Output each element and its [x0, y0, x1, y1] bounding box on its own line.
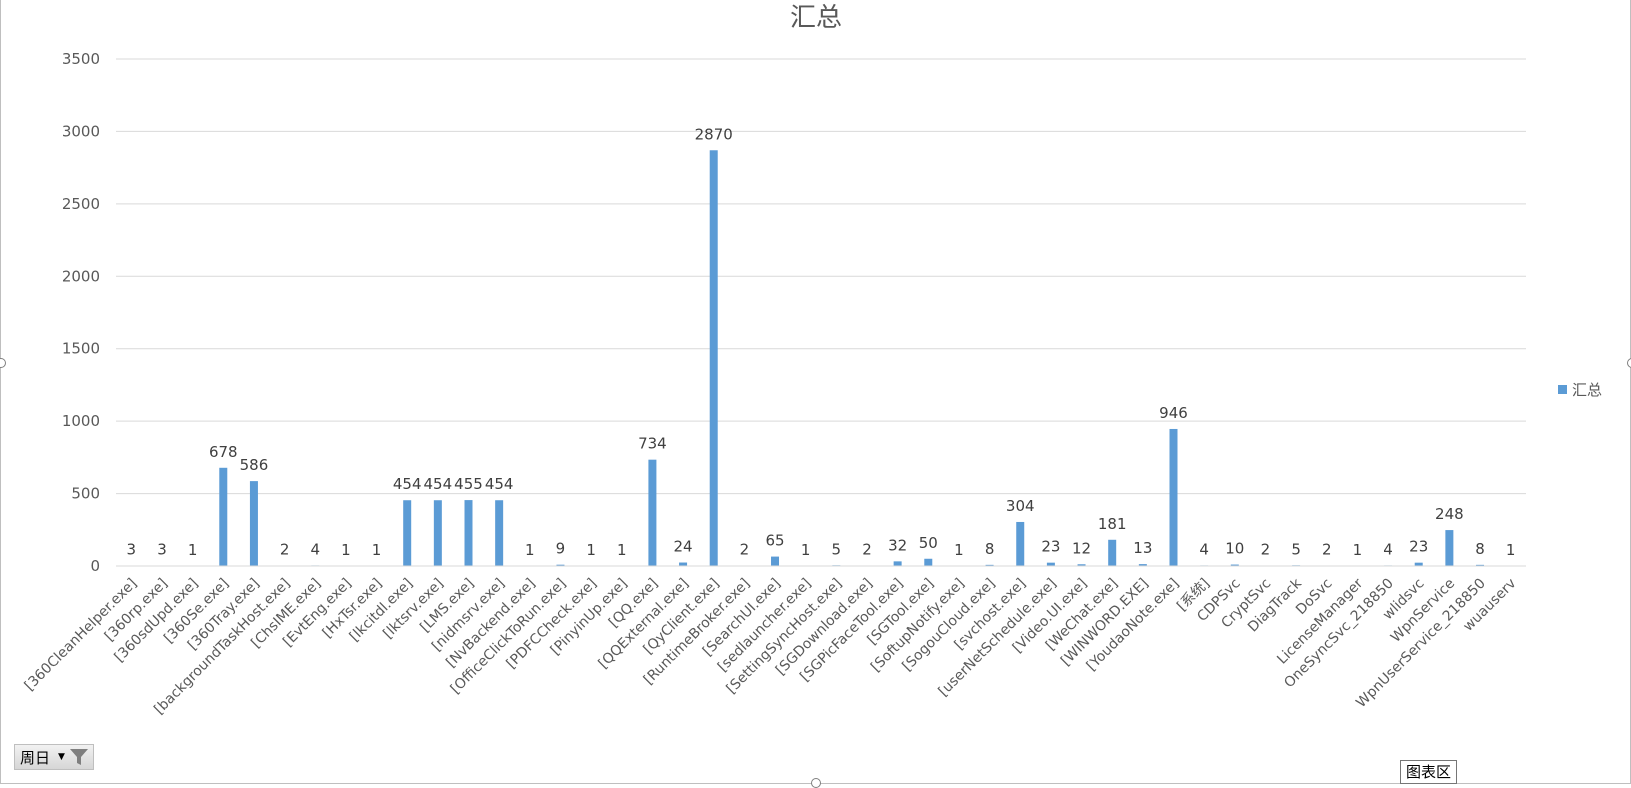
data-label: 248: [1435, 505, 1464, 523]
data-label: 50: [919, 534, 938, 552]
data-label: 1: [586, 541, 596, 559]
data-label: 4: [1199, 540, 1209, 558]
data-label: 2870: [695, 125, 733, 143]
y-tick-label: 3000: [62, 122, 100, 140]
bar: [434, 500, 442, 566]
data-label: 32: [888, 536, 907, 554]
data-label: 304: [1006, 497, 1035, 515]
data-label: 10: [1225, 540, 1244, 558]
data-label: 4: [310, 540, 320, 558]
y-tick-label: 1000: [62, 412, 100, 430]
bar: [1170, 429, 1178, 566]
chart-area-tooltip: 图表区: [1400, 760, 1457, 784]
bars: [127, 150, 1514, 566]
data-label: 2: [1322, 541, 1332, 559]
y-axis-tick-labels: 0 500 1000 1500 2000 2500 3000 3500: [62, 50, 100, 575]
data-label: 13: [1133, 539, 1152, 557]
bar: [648, 460, 656, 566]
chart-title: 汇总: [790, 3, 842, 33]
data-label: 24: [674, 538, 693, 556]
filter-button-label: 周日: [20, 747, 50, 768]
data-label: 65: [765, 532, 784, 550]
dropdown-arrow-icon: ▼: [58, 752, 65, 762]
data-label: 9: [556, 540, 566, 558]
bar: [495, 500, 503, 566]
data-label: 181: [1098, 515, 1127, 533]
data-label: 3: [157, 541, 167, 559]
y-tick-label: 1500: [62, 340, 100, 358]
data-label: 1: [617, 541, 627, 559]
data-label: 4: [1383, 540, 1393, 558]
data-label: 454: [485, 475, 514, 493]
data-label: 2: [280, 541, 290, 559]
data-label: 2: [740, 541, 750, 559]
bar: [1108, 540, 1116, 566]
data-label: 8: [1475, 540, 1485, 558]
y-tick-label: 3500: [62, 50, 100, 68]
legend-label: 汇总: [1572, 381, 1602, 399]
weekday-filter-button[interactable]: 周日 ▼: [14, 744, 94, 770]
data-label: 586: [240, 456, 269, 474]
legend-swatch: [1558, 385, 1567, 394]
data-label: 23: [1041, 538, 1060, 556]
data-label: 1: [954, 541, 964, 559]
data-label: 1: [525, 541, 535, 559]
bar: [771, 557, 779, 566]
data-label: 8: [985, 540, 995, 558]
data-label: 1: [188, 541, 198, 559]
bar: [1016, 522, 1024, 566]
bar: [1445, 530, 1453, 566]
resize-handle-bottom[interactable]: [811, 778, 821, 788]
data-label: 455: [454, 475, 483, 493]
bar: [465, 500, 473, 566]
y-tick-label: 2500: [62, 195, 100, 213]
data-label: 23: [1409, 538, 1428, 556]
bar: [679, 563, 687, 566]
bar: [250, 481, 258, 566]
data-label: 1: [372, 541, 382, 559]
y-tick-label: 0: [90, 557, 100, 575]
data-label: 3: [127, 541, 137, 559]
data-label: 2: [1261, 541, 1271, 559]
resize-handle-right[interactable]: [1627, 358, 1631, 368]
bar: [403, 500, 411, 566]
y-tick-label: 500: [71, 485, 100, 503]
bar: [710, 150, 718, 566]
x-axis-tick-labels: [360CleanHelper.exe][360rp.exe][360sdUpd…: [22, 575, 1520, 718]
data-label: 1: [801, 541, 811, 559]
data-label: 5: [1291, 540, 1301, 558]
data-label: 734: [638, 435, 667, 453]
gridlines: [116, 59, 1526, 494]
data-label: 12: [1072, 539, 1091, 557]
data-label: 1: [1506, 541, 1516, 559]
legend: 汇总: [1558, 381, 1602, 399]
data-label: 454: [393, 475, 422, 493]
filter-funnel-icon: [69, 748, 89, 766]
bar: [894, 561, 902, 566]
data-label: 946: [1159, 404, 1188, 422]
data-label: 5: [832, 540, 842, 558]
data-label: 2: [862, 541, 872, 559]
data-label: 454: [424, 475, 453, 493]
data-label: 1: [341, 541, 351, 559]
data-label: 1: [1353, 541, 1363, 559]
y-tick-label: 2000: [62, 267, 100, 285]
bar: [924, 559, 932, 566]
bar: [219, 468, 227, 566]
data-label: 678: [209, 443, 238, 461]
